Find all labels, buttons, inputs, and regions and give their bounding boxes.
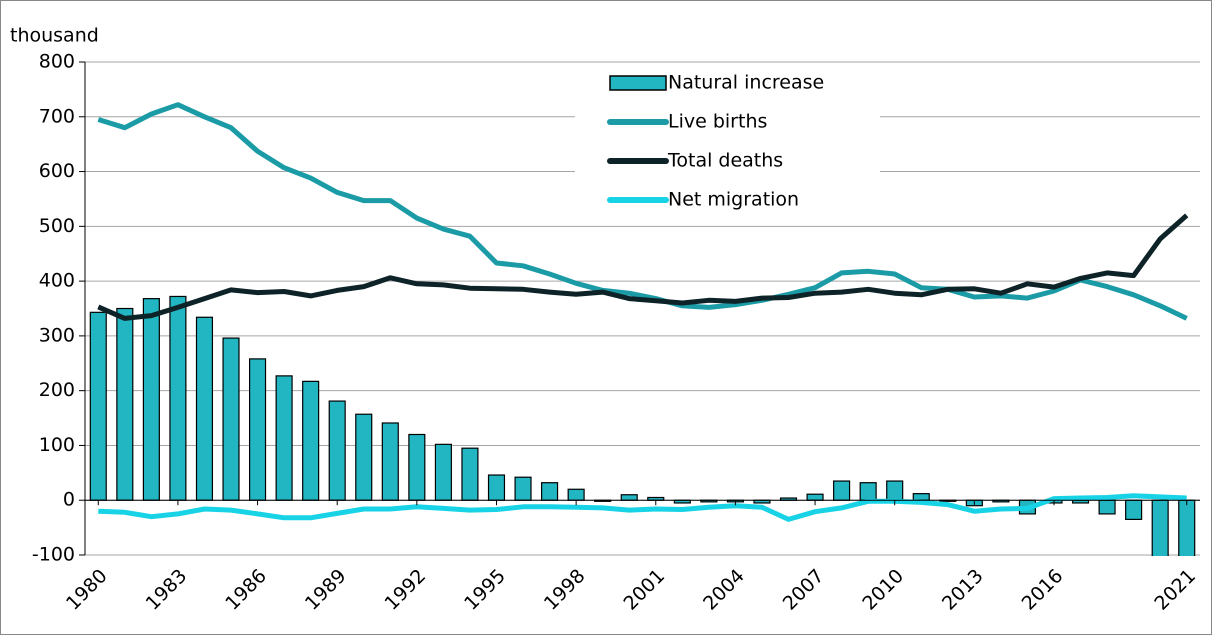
lines	[97, 102, 1189, 522]
legend: Natural increase Live births Total deaths N…	[575, 66, 880, 222]
legend-label: Natural increase	[668, 72, 824, 94]
y-tick-label: 400	[39, 270, 75, 292]
bar	[1098, 499, 1116, 515]
legend-label: Live births	[668, 111, 767, 133]
bar	[806, 493, 824, 501]
y-tick-label: 700	[39, 105, 75, 127]
bars	[89, 295, 1196, 556]
bar	[169, 295, 187, 501]
legend-swatch	[609, 75, 667, 91]
y-tick-label: 300	[39, 324, 75, 346]
y-tick-label: 0	[63, 489, 75, 511]
y-tick-label: 100	[39, 434, 75, 456]
bar	[116, 307, 134, 501]
bar	[248, 358, 267, 501]
bar	[302, 380, 320, 501]
bar	[886, 480, 904, 501]
bar	[487, 474, 506, 501]
bar	[222, 337, 240, 501]
y-axis-title: thousand	[10, 25, 99, 47]
bar	[620, 494, 638, 501]
bar	[408, 433, 426, 501]
line	[98, 493, 1187, 522]
bar	[859, 482, 877, 501]
legend-label: Net migration	[668, 189, 799, 211]
bar	[1125, 499, 1143, 520]
bar	[328, 400, 346, 501]
y-tick-label: 600	[39, 160, 75, 182]
bar	[89, 311, 107, 501]
bar	[461, 447, 479, 501]
bar	[275, 375, 293, 501]
bar	[514, 476, 532, 501]
y-tick-label: 500	[39, 215, 75, 237]
line	[97, 213, 1189, 321]
bar	[567, 488, 585, 501]
line	[97, 102, 1188, 321]
legend-box	[575, 66, 880, 222]
bar	[142, 298, 160, 501]
bar	[833, 480, 851, 501]
bar	[541, 482, 559, 501]
y-tick-label: 200	[39, 379, 75, 401]
y-tick-label: -100	[32, 544, 75, 566]
bar	[381, 422, 399, 501]
bar	[195, 316, 214, 501]
legend-label: Total deaths	[667, 150, 783, 172]
bar	[912, 493, 930, 501]
bar	[355, 413, 373, 501]
bar	[434, 443, 452, 501]
y-tick-label: 800	[39, 51, 75, 73]
